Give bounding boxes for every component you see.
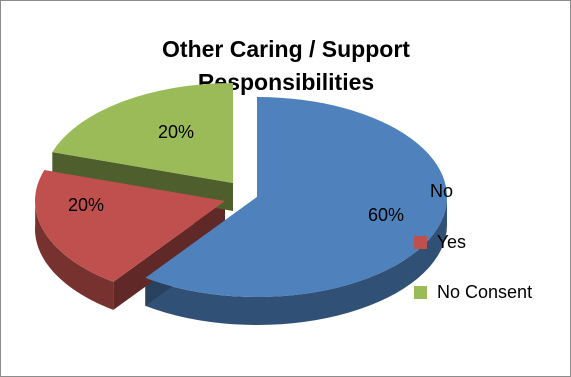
legend-swatch-no-consent bbox=[414, 286, 427, 299]
legend-item-yes: Yes bbox=[414, 232, 466, 253]
slice-face-0-yes bbox=[113, 201, 225, 310]
legend-item-no: No bbox=[430, 181, 453, 202]
slice-no-consent bbox=[52, 83, 234, 183]
legend-label-no: No bbox=[430, 181, 454, 201]
slice-yes bbox=[34, 170, 225, 282]
legend-label-yes: Yes bbox=[436, 232, 467, 252]
chart-title: Other Caring / Support Responsibilities bbox=[162, 36, 410, 95]
data-label-yes: 20% bbox=[68, 195, 104, 215]
data-label-no-consent: 20% bbox=[158, 122, 194, 142]
data-label-no: 60% bbox=[368, 205, 404, 225]
slice-side-no bbox=[145, 197, 447, 325]
legend-label-no-consent: No Consent bbox=[437, 282, 533, 302]
slice-no bbox=[145, 97, 448, 297]
legend-item-no-consent: No Consent bbox=[414, 282, 532, 303]
legend-swatch-yes bbox=[414, 236, 427, 249]
slice-side-yes bbox=[35, 196, 114, 310]
